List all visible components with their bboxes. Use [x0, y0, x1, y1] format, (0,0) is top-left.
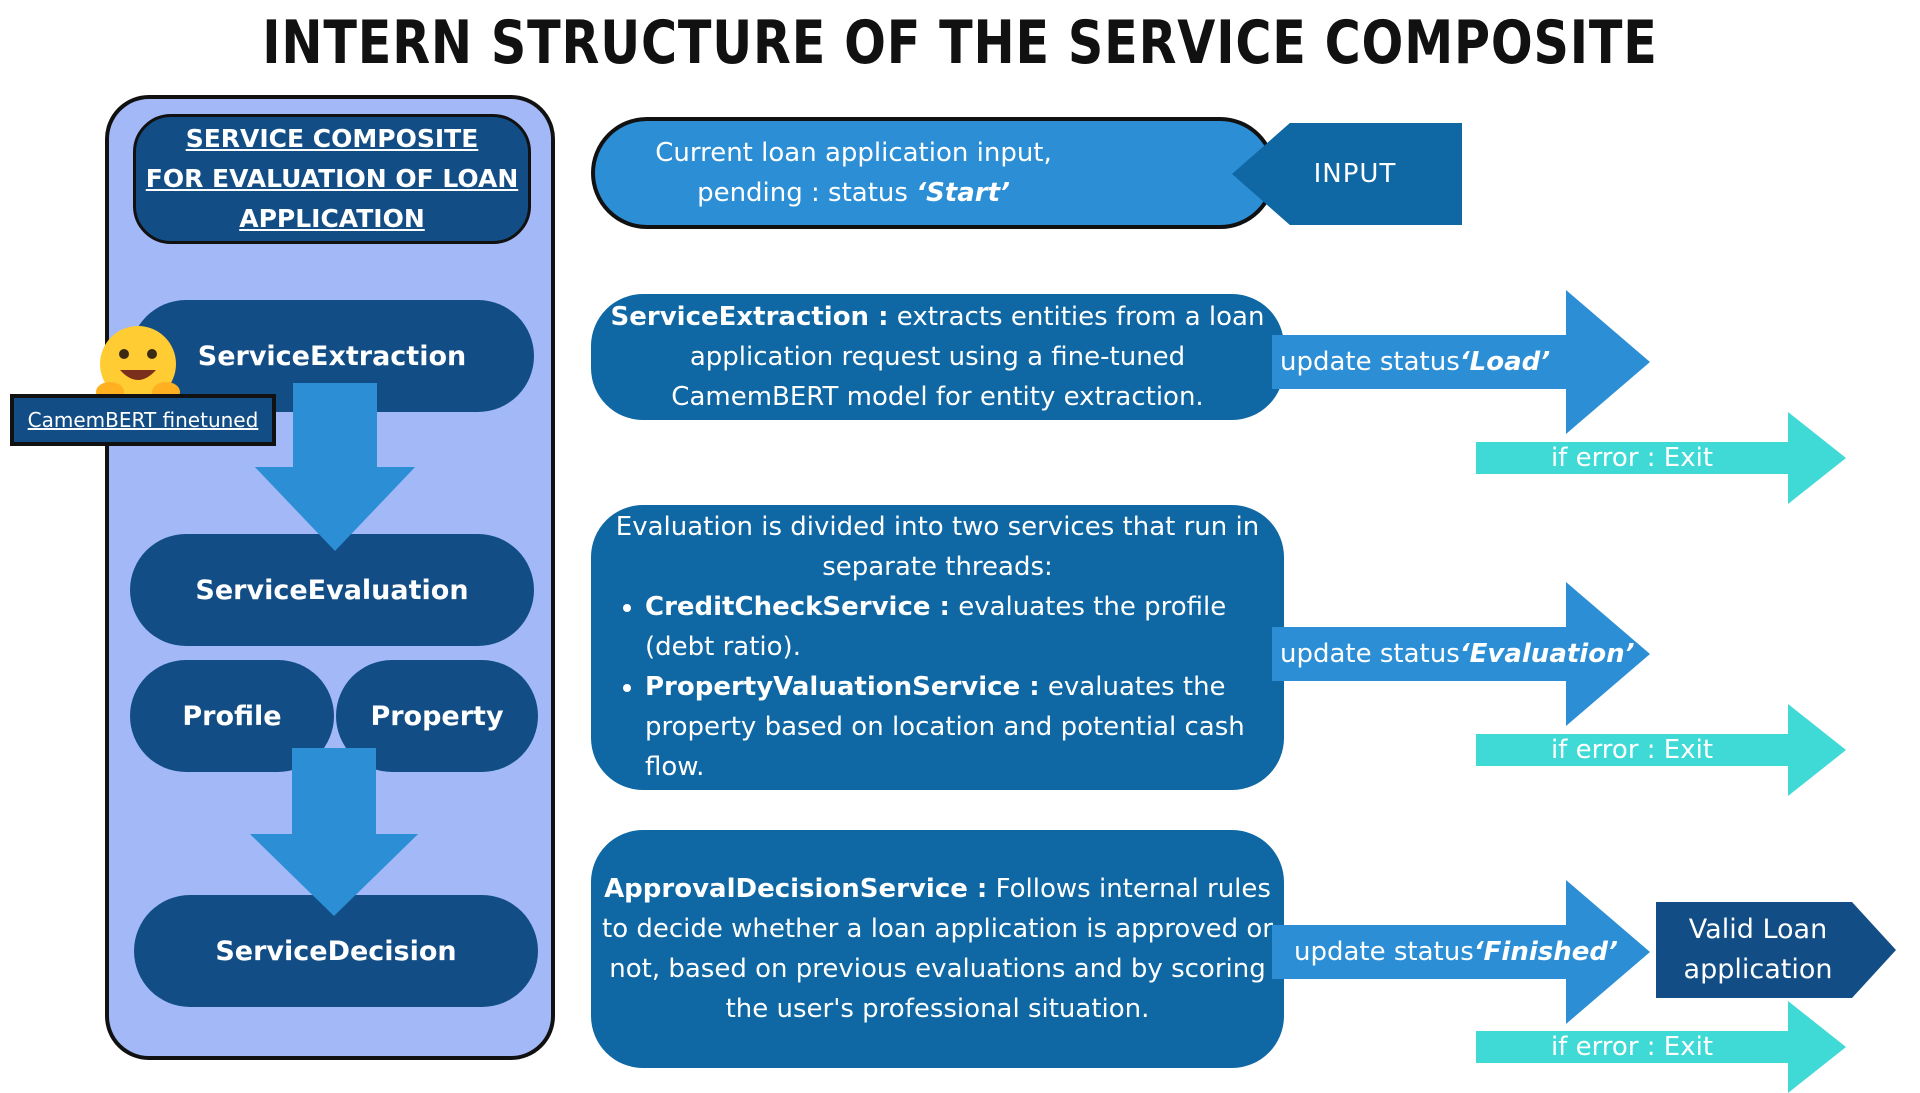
service-name: ApprovalDecisionService : [604, 874, 988, 904]
extraction-description-box: ServiceExtraction : extracts entities fr… [591, 294, 1284, 420]
right-arrow-icon [1476, 704, 1846, 796]
input-box: Current loan application input, pending … [591, 117, 1276, 229]
description-line: ServiceExtraction : extracts entities fr… [610, 302, 1265, 332]
right-arrow-icon [1272, 880, 1650, 1024]
description-intro: Evaluation is divided into two services … [615, 512, 1260, 582]
description-line: application request using a fine-tuned [689, 342, 1186, 372]
status-finished-label: update status ‘Finished’ [1294, 937, 1618, 967]
list-item: PropertyValuationService : evaluates the… [645, 667, 1266, 787]
panel-header-line: SERVICE COMPOSITE [185, 124, 479, 153]
service-name: ServiceExtraction : [610, 302, 889, 332]
valid-loan-shape [1656, 902, 1896, 998]
description-text: ApprovalDecisionService : Follows intern… [602, 874, 1273, 1024]
panel-header-line: FOR EVALUATION OF LOAN [145, 164, 519, 193]
evaluation-service-list: CreditCheckService : evaluates the profi… [609, 587, 1266, 787]
service-name: PropertyValuationService : [645, 672, 1040, 702]
down-arrow-icon [250, 748, 418, 916]
right-arrow-icon [1272, 582, 1650, 726]
input-line: pending : status ‘Start’ [697, 178, 1010, 208]
panel-header-line: APPLICATION [239, 204, 425, 233]
list-item: CreditCheckService : evaluates the profi… [645, 587, 1266, 667]
decision-description-box: ApprovalDecisionService : Follows intern… [591, 830, 1284, 1068]
error-exit-label: if error : Exit [1550, 443, 1714, 473]
error-exit-label: if error : Exit [1550, 735, 1714, 765]
status-load-label: update status ‘Load’ [1280, 347, 1551, 377]
right-arrow-icon [1476, 412, 1846, 504]
down-arrow-icon [255, 383, 415, 551]
service-evaluation-pill: ServiceEvaluation [130, 534, 534, 646]
status-evaluation-label: update status ‘Evaluation’ [1280, 639, 1635, 669]
input-line: Current loan application input, [655, 138, 1052, 168]
page-title: INTERN STRUCTURE OF THE SERVICE COMPOSIT… [262, 8, 1658, 78]
error-exit-label: if error : Exit [1550, 1032, 1714, 1062]
status-start: ‘Start’ [916, 178, 1010, 208]
input-tag-label: INPUT [1313, 159, 1397, 189]
right-arrow-icon [1272, 290, 1650, 434]
panel-header: SERVICE COMPOSITE FOR EVALUATION OF LOAN… [133, 114, 531, 244]
service-extraction-pill: ServiceExtraction [130, 300, 534, 412]
valid-loan-label: Valid Loan application [1683, 914, 1833, 985]
service-name: CreditCheckService : [645, 592, 950, 622]
right-arrow-icon [1476, 1001, 1846, 1093]
profile-pill: Profile [130, 660, 334, 772]
evaluation-description-box: Evaluation is divided into two services … [591, 505, 1284, 790]
description-line: CamemBERT model for entity extraction. [671, 382, 1204, 412]
camembert-model-link[interactable]: CamemBERT finetuned [10, 394, 276, 446]
